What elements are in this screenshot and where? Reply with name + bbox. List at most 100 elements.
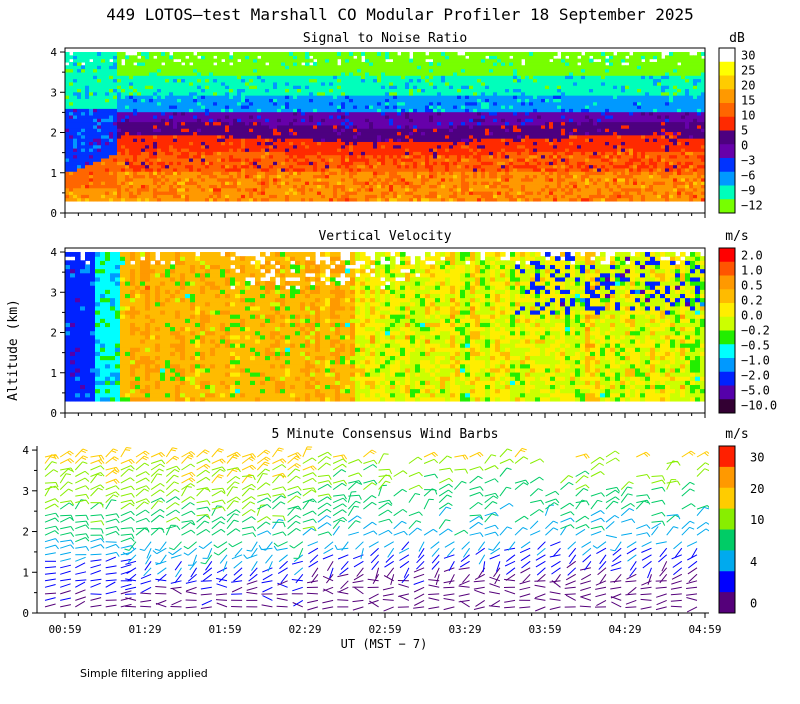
snr-cell: [93, 177, 98, 182]
snr-cell: [77, 108, 82, 113]
snr-cell: [161, 52, 166, 56]
snr-cell: [253, 157, 258, 162]
snr-cell: [281, 65, 286, 70]
snr-cell: [377, 191, 382, 195]
snr-cell: [493, 151, 498, 156]
snr-cell: [245, 191, 250, 195]
snr-cell: [409, 104, 414, 109]
snr-cell: [413, 151, 418, 156]
snr-cell: [169, 194, 174, 199]
snr-cell: [337, 154, 342, 159]
snr-cell: [125, 134, 130, 139]
snr-cell: [497, 55, 502, 60]
snr-cell: [489, 75, 494, 80]
snr-cell: [89, 71, 94, 76]
snr-cell: [289, 114, 294, 119]
snr-cell: [109, 134, 114, 139]
snr-cell: [297, 81, 302, 86]
snr-cell: [81, 184, 86, 189]
snr-cell: [137, 124, 142, 129]
snr-cell: [261, 124, 266, 129]
snr-cell: [65, 114, 70, 119]
snr-cell: [325, 111, 330, 116]
snr-cell: [509, 118, 514, 123]
snr-cell: [441, 191, 446, 195]
snr-cell: [437, 128, 442, 133]
snr-cell: [161, 58, 166, 63]
snr-cell: [81, 65, 86, 70]
snr-cell: [101, 65, 106, 70]
snr-cell: [93, 111, 98, 116]
snr-cell: [481, 177, 486, 182]
snr-cell: [293, 138, 298, 142]
snr-cell: [229, 181, 234, 185]
snr-cell: [233, 111, 238, 116]
snr-cell: [433, 177, 438, 182]
snr-cell: [149, 187, 154, 192]
snr-cell: [441, 104, 446, 109]
snr-cell: [481, 191, 486, 195]
snr-cell: [245, 81, 250, 86]
snr-cell: [245, 131, 250, 136]
snr-cell: [205, 171, 210, 176]
snr-cell: [185, 154, 190, 159]
snr-cell: [425, 151, 430, 156]
snr-cell: [253, 88, 258, 93]
snr-cell: [397, 134, 402, 139]
snr-cell: [429, 121, 434, 126]
snr-cell: [89, 91, 94, 96]
snr-cell: [429, 55, 434, 60]
snr-cell: [89, 161, 94, 166]
snr-cell: [281, 184, 286, 189]
snr-cell: [421, 164, 426, 169]
snr-cell: [173, 81, 178, 86]
snr-cell: [273, 98, 278, 103]
snr-cell: [113, 128, 118, 133]
snr-cell: [293, 151, 298, 156]
snr-cell: [249, 131, 254, 136]
snr-cell: [293, 68, 298, 73]
snr-cell: [225, 118, 230, 123]
snr-cell: [289, 128, 294, 133]
snr-cell: [381, 194, 386, 199]
snr-cell: [377, 194, 382, 199]
snr-cell: [385, 164, 390, 169]
snr-cell: [225, 141, 230, 146]
snr-cell: [309, 75, 314, 80]
snr-cell: [65, 191, 70, 195]
snr-cell: [73, 167, 78, 172]
snr-cell: [413, 194, 418, 199]
snr-cell: [413, 187, 418, 192]
snr-cell: [313, 111, 318, 116]
snr-cell: [345, 61, 350, 66]
snr-cell: [237, 164, 242, 169]
snr-cell: [369, 78, 374, 83]
snr-cell: [89, 78, 94, 83]
snr-cell: [221, 101, 226, 106]
snr-cell: [117, 131, 122, 136]
snr-cell: [281, 154, 286, 159]
snr-cell: [445, 181, 450, 185]
snr-cell: [241, 197, 246, 202]
snr-cell: [65, 181, 70, 185]
snr-cell: [461, 55, 466, 60]
snr-cell: [161, 184, 166, 189]
snr-cell: [365, 151, 370, 156]
snr-cell: [317, 55, 322, 60]
snr-cell: [401, 95, 406, 99]
snr-cell: [249, 118, 254, 123]
snr-cell: [141, 197, 146, 202]
snr-cell: [445, 114, 450, 119]
snr-cell: [313, 197, 318, 202]
snr-cell: [101, 157, 106, 162]
snr-cell: [441, 85, 446, 90]
snr-cell: [121, 71, 126, 76]
snr-cell: [473, 88, 478, 93]
snr-cell: [161, 144, 166, 149]
snr-cell: [229, 131, 234, 136]
snr-cell: [173, 55, 178, 60]
snr-cell: [313, 91, 318, 96]
snr-cell: [181, 147, 186, 152]
snr-cell: [113, 164, 118, 169]
snr-cell: [261, 111, 266, 116]
